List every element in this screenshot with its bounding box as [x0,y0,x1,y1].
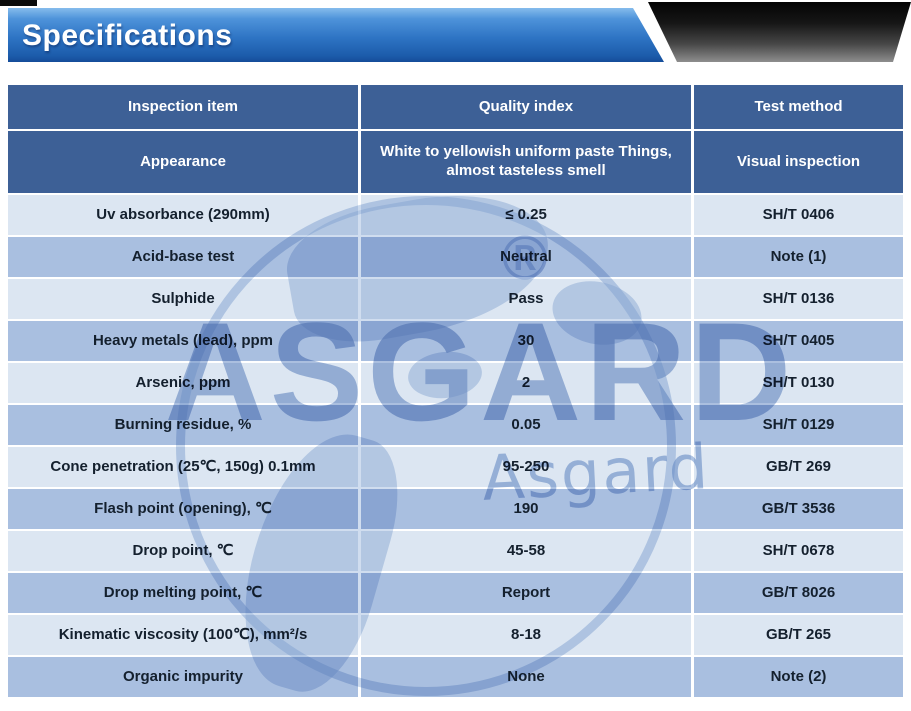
cell-item: Burning residue, % [8,405,358,445]
banner-black-ribbon [648,2,911,62]
table-row: Cone penetration (25℃, 150g) 0.1mm 95-250… [8,447,903,487]
table-row: Heavy metals (lead), ppm 30 SH/T 0405 [8,321,903,361]
banner-blue-ribbon: Specifications [8,8,664,62]
table-row: Drop melting point, ℃ Report GB/T 8026 [8,573,903,613]
cell-item: Drop point, ℃ [8,531,358,571]
cell-index: 2 [361,363,691,403]
cell-method: SH/T 0406 [694,195,903,235]
table-row: Kinematic viscosity (100℃), mm²/s 8-18 GB/… [8,615,903,655]
cell-item: Acid-base test [8,237,358,277]
cell-item: Cone penetration (25℃, 150g) 0.1mm [8,447,358,487]
appearance-row: Appearance White to yellowish uniform pa… [8,131,903,193]
cell-index: White to yellowish uniform paste Things,… [361,131,691,193]
column-header-test-method: Test method [694,85,903,129]
cell-item: Uv absorbance (290mm) [8,195,358,235]
specifications-table: Inspection item Quality index Test metho… [5,83,906,699]
table-row: Uv absorbance (290mm) ≤ 0.25 SH/T 0406 [8,195,903,235]
cell-index: 30 [361,321,691,361]
cell-item: Heavy metals (lead), ppm [8,321,358,361]
cell-method: SH/T 0136 [694,279,903,319]
cell-index: 45-58 [361,531,691,571]
cell-method: SH/T 0130 [694,363,903,403]
cell-method: SH/T 0678 [694,531,903,571]
corner-black-strip [0,0,37,6]
table-row: Sulphide Pass SH/T 0136 [8,279,903,319]
spec-table-body: Uv absorbance (290mm) ≤ 0.25 SH/T 0406 Acid… [8,195,903,697]
column-header-quality-index: Quality index [361,85,691,129]
table-row: Burning residue, % 0.05 SH/T 0129 [8,405,903,445]
cell-method: GB/T 8026 [694,573,903,613]
cell-item: Arsenic, ppm [8,363,358,403]
table-row: Flash point (opening), ℃ 190 GB/T 3536 [8,489,903,529]
cell-item: Kinematic viscosity (100℃), mm²/s [8,615,358,655]
cell-index: Report [361,573,691,613]
cell-index: 0.05 [361,405,691,445]
cell-method: Note (1) [694,237,903,277]
cell-item: Appearance [8,131,358,193]
cell-index: None [361,657,691,697]
column-header-inspection-item: Inspection item [8,85,358,129]
page-title: Specifications [22,19,233,52]
cell-item: Drop melting point, ℃ [8,573,358,613]
cell-method: SH/T 0405 [694,321,903,361]
cell-index: 95-250 [361,447,691,487]
cell-method: Visual inspection [694,131,903,193]
table-row: Acid-base test Neutral Note (1) [8,237,903,277]
table-row: Organic impurity None Note (2) [8,657,903,697]
cell-method: GB/T 269 [694,447,903,487]
cell-index: 8-18 [361,615,691,655]
cell-index: Neutral [361,237,691,277]
cell-method: Note (2) [694,657,903,697]
cell-method: SH/T 0129 [694,405,903,445]
table-row: Arsenic, ppm 2 SH/T 0130 [8,363,903,403]
cell-item: Organic impurity [8,657,358,697]
cell-method: GB/T 3536 [694,489,903,529]
cell-item: Sulphide [8,279,358,319]
table-header-row: Inspection item Quality index Test metho… [8,85,903,129]
cell-index: 190 [361,489,691,529]
cell-item: Flash point (opening), ℃ [8,489,358,529]
table-row: Drop point, ℃ 45-58 SH/T 0678 [8,531,903,571]
cell-index: Pass [361,279,691,319]
cell-index: ≤ 0.25 [361,195,691,235]
cell-method: GB/T 265 [694,615,903,655]
